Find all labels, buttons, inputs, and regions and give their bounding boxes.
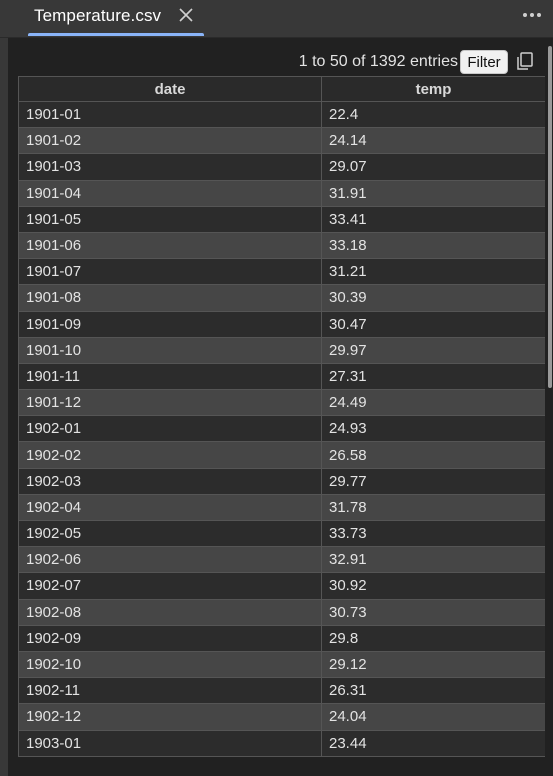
- table-row: 1902-07 30.92: [18, 572, 545, 600]
- table-row: 1902-08 30.73: [18, 598, 545, 626]
- cell-date: 1902-08: [18, 598, 322, 626]
- data-table-container: date temp 1901-01 22.4 1901-02 24.14 1901-03…: [18, 76, 545, 776]
- cell-temp: 26.31: [321, 677, 545, 705]
- cell-date: 1901-07: [18, 258, 322, 286]
- cell-date: 1901-05: [18, 205, 322, 233]
- table-header-row: date temp: [18, 76, 545, 102]
- table-row: 1901-10 29.97: [18, 336, 545, 364]
- cell-temp: 31.78: [321, 493, 545, 522]
- cell-temp: 33.41: [321, 205, 545, 233]
- cell-temp: 30.92: [321, 572, 545, 600]
- cell-date: 1902-03: [18, 467, 322, 495]
- table-row: 1901-11 27.31: [18, 362, 545, 391]
- cell-date: 1902-09: [18, 624, 322, 652]
- cell-temp: 29.97: [321, 336, 545, 364]
- cell-temp: 31.91: [321, 179, 545, 207]
- table-row: 1901-02 24.14: [18, 127, 545, 155]
- table-info-row: 1 to 50 of 1392 entries Filter: [8, 38, 553, 76]
- cell-temp: 24.04: [321, 703, 545, 731]
- tab-temperature-csv[interactable]: Temperature.csv: [28, 0, 204, 36]
- cell-temp: 22.4: [321, 100, 545, 129]
- cell-temp: 26.58: [321, 441, 545, 469]
- cell-temp: 32.91: [321, 546, 545, 574]
- table-row: 1902-05 33.73: [18, 519, 545, 548]
- table-row: 1901-03 29.07: [18, 153, 545, 181]
- table-body: 1901-01 22.4 1901-02 24.14 1901-03 29.07 1901-…: [18, 100, 545, 757]
- table-row: 1901-06 33.18: [18, 231, 545, 260]
- table-row: 1901-04 31.91: [18, 179, 545, 207]
- cell-temp: 29.12: [321, 650, 545, 679]
- entries-count: 1 to 50 of 1392 entries: [298, 53, 458, 70]
- data-table: date temp 1901-01 22.4 1901-02 24.14 1901-03…: [18, 76, 545, 757]
- cell-date: 1901-12: [18, 389, 322, 417]
- cell-date: 1902-10: [18, 650, 322, 679]
- cell-temp: 24.49: [321, 389, 545, 417]
- table-row: 1903-01 23.44: [18, 729, 545, 757]
- cell-date: 1901-09: [18, 310, 322, 338]
- cell-temp: 30.39: [321, 284, 545, 312]
- table-row: 1901-08 30.39: [18, 284, 545, 312]
- cell-date: 1901-01: [18, 100, 322, 129]
- cell-date: 1902-11: [18, 677, 322, 705]
- cell-date: 1902-06: [18, 546, 322, 574]
- cell-date: 1902-02: [18, 441, 322, 469]
- tab-bar: Temperature.csv: [0, 0, 553, 38]
- cell-date: 1902-01: [18, 415, 322, 443]
- cell-date: 1901-03: [18, 153, 322, 181]
- cell-date: 1902-05: [18, 519, 322, 548]
- cell-temp: 23.44: [321, 729, 545, 757]
- vertical-scrollbar[interactable]: [548, 46, 552, 388]
- table-row: 1902-06 32.91: [18, 546, 545, 574]
- tab-title: Temperature.csv: [34, 6, 162, 25]
- active-tab-indicator: [28, 33, 204, 36]
- cell-temp: 33.18: [321, 231, 545, 260]
- cell-temp: 29.77: [321, 467, 545, 495]
- cell-temp: 30.47: [321, 310, 545, 338]
- table-row: 1901-07 31.21: [18, 258, 545, 286]
- table-row: 1901-05 33.41: [18, 205, 545, 233]
- column-header-temp[interactable]: temp: [321, 76, 545, 102]
- column-header-date[interactable]: date: [18, 76, 322, 102]
- table-row: 1902-01 24.93: [18, 415, 545, 443]
- table-row: 1901-01 22.4: [18, 100, 545, 129]
- cell-temp: 33.73: [321, 519, 545, 548]
- cell-temp: 29.07: [321, 153, 545, 181]
- cell-temp: 27.31: [321, 362, 545, 391]
- cell-date: 1902-12: [18, 703, 322, 731]
- cell-date: 1903-01: [18, 729, 322, 757]
- table-row: 1902-09 29.8: [18, 624, 545, 652]
- table-row: 1902-02 26.58: [18, 441, 545, 469]
- more-horizontal-icon[interactable]: [521, 8, 543, 22]
- table-row: 1901-12 24.49: [18, 389, 545, 417]
- cell-temp: 24.93: [321, 415, 545, 443]
- csv-viewer-panel: 1 to 50 of 1392 entries Filter date temp…: [8, 38, 553, 776]
- cell-date: 1901-06: [18, 231, 322, 260]
- table-row: 1902-10 29.12: [18, 650, 545, 679]
- cell-date: 1901-04: [18, 179, 322, 207]
- table-row: 1902-03 29.77: [18, 467, 545, 495]
- table-row: 1902-12 24.04: [18, 703, 545, 731]
- copy-icon[interactable]: [515, 51, 535, 71]
- cell-date: 1901-08: [18, 284, 322, 312]
- table-row: 1902-11 26.31: [18, 677, 545, 705]
- filter-button[interactable]: Filter: [460, 50, 508, 74]
- cell-date: 1902-07: [18, 572, 322, 600]
- cell-date: 1901-02: [18, 127, 322, 155]
- cell-temp: 29.8: [321, 624, 545, 652]
- cell-date: 1901-10: [18, 336, 322, 364]
- cell-temp: 30.73: [321, 598, 545, 626]
- cell-date: 1901-11: [18, 362, 322, 391]
- table-row: 1902-04 31.78: [18, 493, 545, 522]
- table-row: 1901-09 30.47: [18, 310, 545, 338]
- close-icon[interactable]: [177, 6, 195, 24]
- cell-date: 1902-04: [18, 493, 322, 522]
- cell-temp: 24.14: [321, 127, 545, 155]
- cell-temp: 31.21: [321, 258, 545, 286]
